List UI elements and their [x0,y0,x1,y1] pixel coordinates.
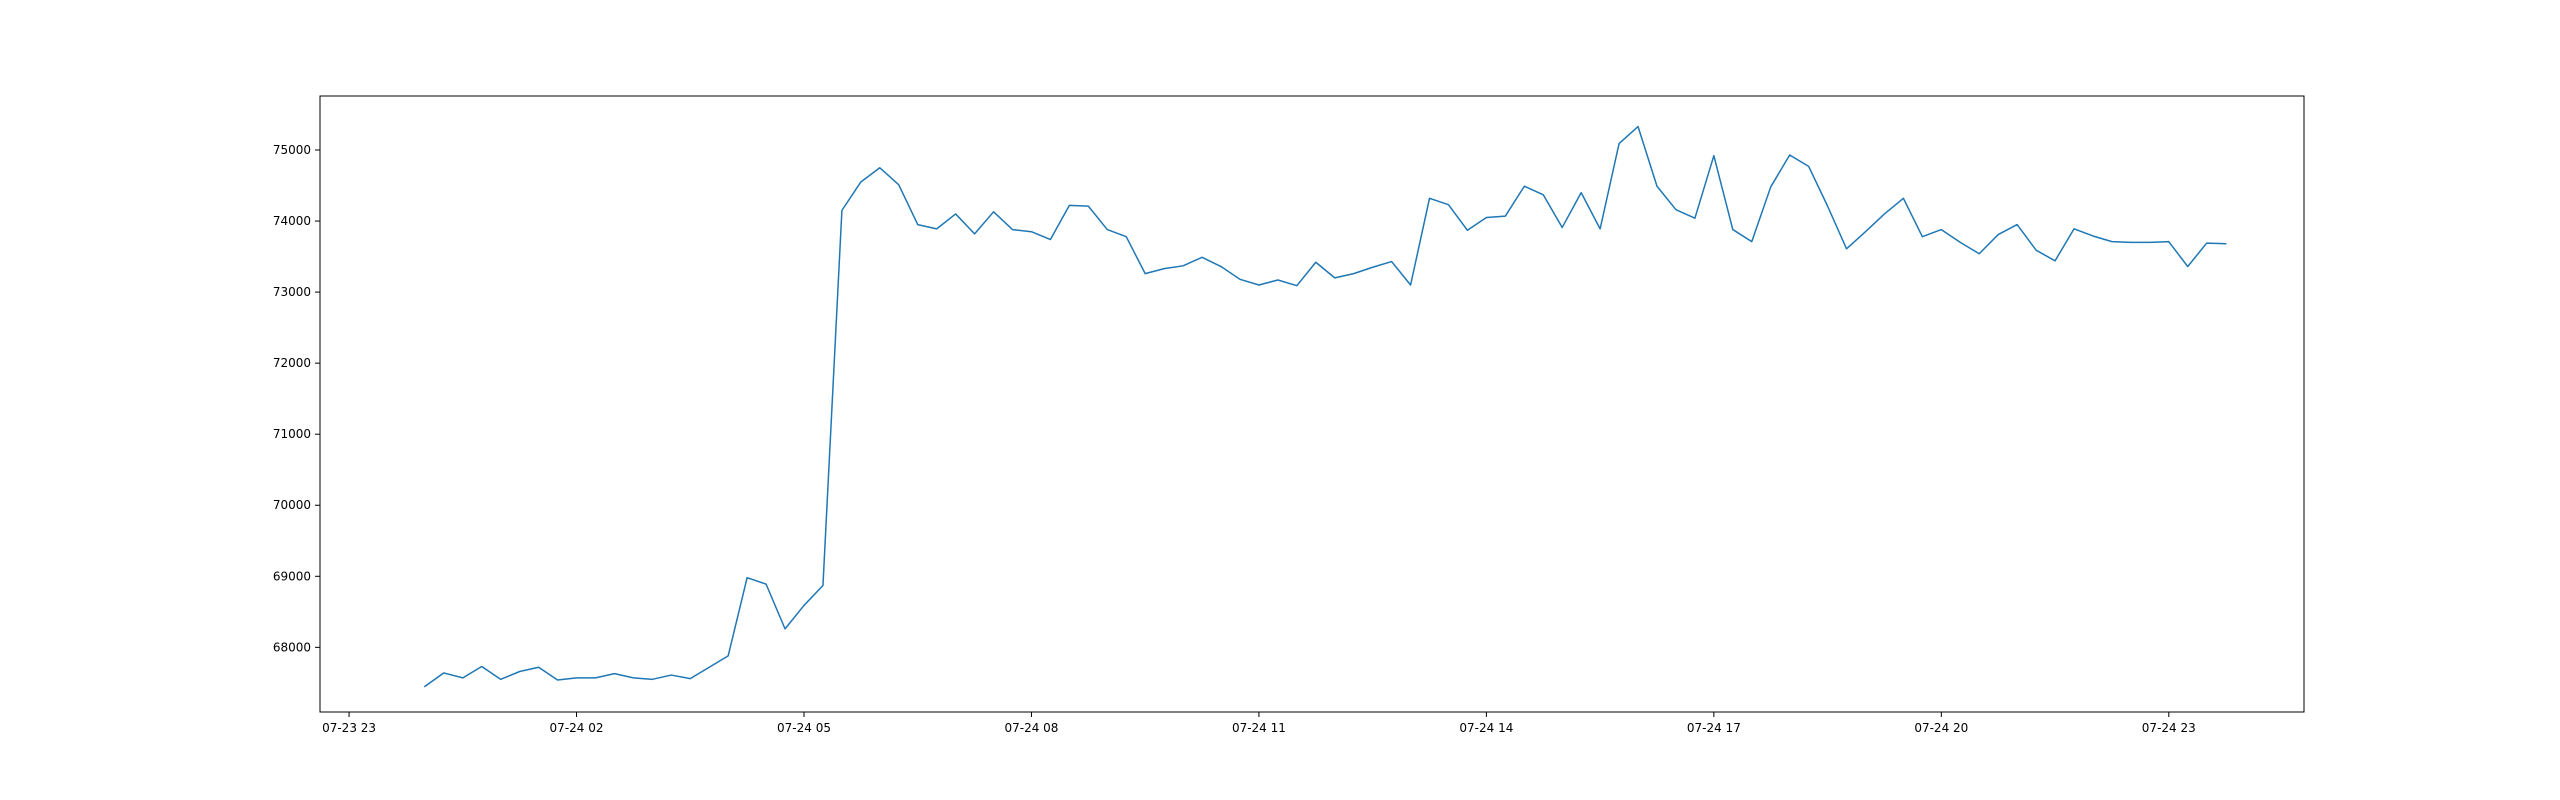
x-tick-label: 07-24 05 [777,721,831,735]
series-line-0 [423,125,2227,688]
x-axis: 07-23 23 07-24 02 07-24 05 07-24 08 07-24 11… [322,712,2196,735]
y-tick-label: 74000 [273,214,311,228]
x-tick-label: 07-24 17 [1687,721,1741,735]
series-layer [423,125,2227,688]
x-tick-label: 07-23 23 [322,721,376,735]
x-tick-label: 07-24 20 [1914,721,1968,735]
plot-frame [319,95,2305,713]
x-tick-label: 07-24 14 [1459,721,1513,735]
y-tick-label: 75000 [273,143,311,157]
x-tick-label: 07-24 11 [1232,721,1286,735]
x-tick-label: 07-24 02 [550,721,604,735]
y-tick-label: 69000 [273,569,311,583]
y-tick-label: 68000 [273,640,311,654]
x-tick-label: 07-24 23 [2142,721,2196,735]
y-tick-label: 71000 [273,427,311,441]
y-axis: 68000 69000 70000 71000 72000 73000 74000 75000 [273,143,320,654]
x-tick-label: 07-24 08 [1004,721,1058,735]
y-tick-label: 72000 [273,356,311,370]
y-tick-label: 73000 [273,285,311,299]
y-tick-label: 70000 [273,498,311,512]
plot-area [320,96,2304,712]
